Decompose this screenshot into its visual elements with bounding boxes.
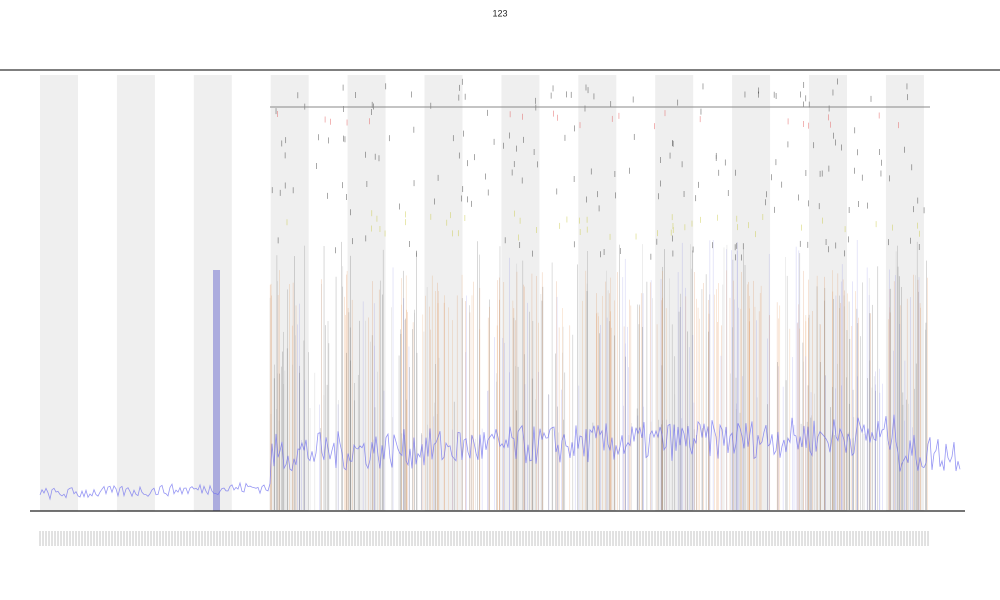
- dense-block: [213, 270, 220, 511]
- x-tick-area: [39, 531, 929, 546]
- trace-line: [39, 414, 961, 501]
- background-bands: [40, 75, 924, 511]
- band: [732, 75, 771, 511]
- band: [116, 75, 155, 511]
- band: [270, 75, 309, 511]
- dense-traces: [213, 78, 928, 511]
- band: [578, 75, 617, 511]
- band: [40, 75, 78, 511]
- chart-title: 123: [492, 8, 507, 18]
- band: [347, 75, 386, 511]
- band: [193, 75, 232, 511]
